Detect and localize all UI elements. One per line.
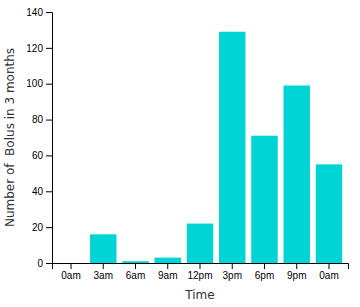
x-tick: 3pm: [223, 263, 242, 281]
y-axis-title: Number of Bolus in 3 months: [3, 48, 17, 227]
x-tick: 0am: [319, 263, 338, 281]
x-tick-label: 3am: [94, 270, 113, 281]
x-tick: 6am: [126, 263, 145, 281]
x-tick-label: 3pm: [223, 270, 242, 281]
plot-area: 0am 3am 6am 9am 12pm 3pm 6pm 9pm 0am 0 20 40 60 80 100…: [26, 7, 348, 281]
x-tick: 9am: [158, 263, 177, 281]
y-tick-label: 60: [32, 150, 44, 161]
chart-svg: 0am 3am 6am 9am 12pm 3pm 6pm 9pm 0am 0 20 40 60 80 100…: [0, 0, 360, 307]
x-tick-mark: [135, 263, 136, 269]
y-tick-mark: [46, 84, 52, 85]
y-tick: 40: [32, 186, 52, 197]
bar: [155, 258, 181, 263]
bar: [284, 86, 310, 263]
x-tick-label: 6am: [126, 270, 145, 281]
x-tick-label: 0am: [319, 270, 338, 281]
y-tick: 60: [32, 150, 52, 161]
y-tick-mark: [46, 120, 52, 121]
y-tick: 140: [26, 7, 52, 18]
bar: [251, 136, 277, 263]
x-tick-label: 9am: [158, 270, 177, 281]
x-tick-mark: [328, 263, 329, 269]
y-tick-label: 140: [26, 7, 43, 18]
x-axis-title: Time: [184, 288, 214, 302]
y-tick: 0: [37, 258, 52, 269]
x-tick-mark: [71, 263, 72, 269]
y-tick: 20: [32, 222, 52, 233]
x-tick-label: 0am: [61, 270, 80, 281]
x-axis-line: [53, 264, 349, 270]
x-tick-mark: [264, 263, 265, 269]
y-tick-label: 120: [26, 43, 43, 54]
x-tick-mark: [200, 263, 201, 269]
x-tick: 9pm: [287, 263, 306, 281]
x-tick-label: 12pm: [187, 270, 212, 281]
x-tick: 6pm: [255, 263, 274, 281]
x-tick: 12pm: [187, 263, 212, 281]
x-tick: 0am: [61, 263, 80, 281]
y-tick-mark: [46, 155, 52, 156]
y-tick-label: 0: [37, 258, 43, 269]
y-tick-mark: [46, 227, 52, 228]
bar: [316, 164, 342, 263]
x-tick-mark: [232, 263, 233, 269]
bar: [58, 263, 84, 264]
y-tick: 100: [26, 78, 52, 89]
y-tick-mark: [46, 263, 52, 264]
bar: [122, 261, 148, 263]
y-tick-mark: [46, 12, 52, 13]
y-tick: 120: [26, 43, 52, 54]
chart-container: 0am 3am 6am 9am 12pm 3pm 6pm 9pm 0am 0 20 40 60 80 100…: [0, 0, 360, 307]
bar: [219, 32, 245, 263]
y-axis-line: [46, 13, 53, 264]
x-tick-mark: [296, 263, 297, 269]
bar: [187, 224, 213, 263]
y-axis: 0 20 40 60 80 100 120 140: [26, 7, 52, 269]
x-tick: 3am: [94, 263, 113, 281]
bar: [90, 234, 116, 263]
x-tick-label: 9pm: [287, 270, 306, 281]
y-tick-mark: [46, 191, 52, 192]
x-tick-mark: [167, 263, 168, 269]
y-tick-label: 100: [26, 78, 43, 89]
y-tick: 80: [32, 114, 52, 125]
y-tick-label: 20: [32, 222, 44, 233]
bars: [90, 32, 342, 263]
x-axis: 0am 3am 6am 9am 12pm 3pm 6pm 9pm 0am: [53, 263, 349, 281]
y-tick-label: 80: [32, 114, 44, 125]
x-tick-mark: [103, 263, 104, 269]
y-tick-mark: [46, 48, 52, 49]
x-tick-label: 6pm: [255, 270, 274, 281]
y-tick-label: 40: [32, 186, 44, 197]
